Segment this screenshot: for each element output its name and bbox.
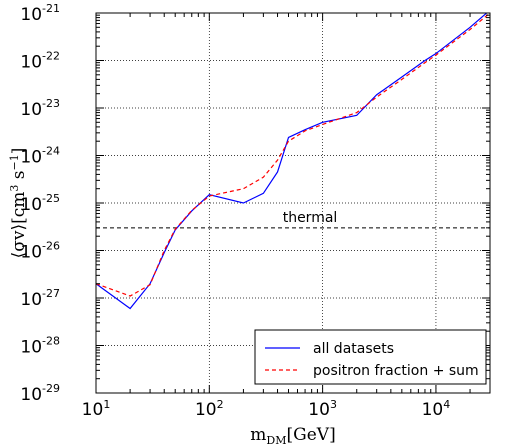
x-axis-label: mDM[GeV] [250, 425, 335, 447]
y-axis-label-unit-b: s [9, 170, 29, 184]
x-tick-exponent: 2 [217, 398, 224, 411]
y-tick-base: 10 [20, 100, 42, 120]
y-tick-label: 10-28 [20, 335, 60, 358]
legend: all datasets positron fraction + sum [254, 329, 487, 385]
grid [96, 13, 490, 393]
y-tick-base: 10 [20, 290, 42, 310]
x-tick-label: 104 [422, 398, 451, 420]
series-line-0 [96, 13, 488, 310]
x-tick-label: 103 [308, 398, 337, 420]
series-layer [96, 13, 490, 310]
y-tick-base: 10 [20, 53, 42, 73]
x-axis-label-unit: [GeV] [287, 425, 336, 445]
x-tick-exponent: 3 [330, 398, 337, 411]
y-tick-exponent: -25 [42, 192, 60, 205]
y-tick-base: 10 [20, 148, 42, 168]
y-axis-label-unit-a: [cm [9, 192, 29, 224]
y-tick-label: 10-23 [20, 97, 60, 120]
y-tick-exponent: -24 [42, 145, 60, 158]
y-tick-label: 10-25 [20, 192, 60, 215]
y-tick-label: 10-27 [20, 287, 60, 310]
thermal-label: thermal [283, 210, 338, 226]
x-tick-base: 10 [422, 400, 444, 420]
x-axis-label-main: m [250, 425, 266, 445]
annotations: thermal [96, 210, 490, 229]
y-tick-exponent: -29 [42, 382, 60, 395]
y-tick-base: 10 [20, 385, 42, 405]
y-tick-exponent: -26 [42, 240, 60, 253]
x-tick-label: 101 [82, 398, 111, 420]
y-tick-base: 10 [20, 338, 42, 358]
x-tick-base: 10 [308, 400, 330, 420]
legend-label-all-datasets: all datasets [313, 341, 394, 357]
x-tick-base: 10 [195, 400, 217, 420]
y-tick-base: 10 [20, 5, 42, 25]
y-axis-label-exp-b: −1 [8, 154, 21, 170]
y-axis-label: ⟨σv⟩[cm3 s−1] [8, 148, 29, 259]
y-tick-exponent: -27 [42, 287, 60, 300]
y-tick-label: 10-26 [20, 240, 60, 263]
x-axis-label-sub: DM [266, 434, 286, 447]
y-tick-base: 10 [20, 243, 42, 263]
x-tick-label: 102 [195, 398, 224, 420]
y-axis-label-close: ] [9, 148, 29, 155]
y-tick-exponent: -23 [42, 97, 60, 110]
y-tick-label: 10-24 [20, 145, 60, 168]
y-tick-exponent: -28 [42, 335, 60, 348]
legend-box [254, 329, 487, 385]
ticks [95, 12, 490, 394]
y-tick-label: 10-22 [20, 50, 60, 73]
tick-labels: 101 102 103 10410-2910-2810-2710-2610-2510-… [20, 2, 450, 420]
series-line-1 [96, 13, 490, 297]
y-tick-exponent: -21 [42, 2, 60, 15]
y-axis-label-exp-a: 3 [8, 185, 21, 192]
y-tick-exponent: -22 [42, 50, 60, 63]
legend-label-positron-fraction-sum: positron fraction + sum [313, 363, 479, 379]
y-axis-label-sigmav: ⟨σv⟩ [9, 224, 29, 258]
x-tick-base: 10 [82, 400, 104, 420]
x-tick-exponent: 4 [443, 398, 450, 411]
y-tick-label: 10-21 [20, 2, 60, 25]
x-tick-exponent: 1 [103, 398, 110, 411]
y-tick-label: 10-29 [20, 382, 60, 405]
y-tick-base: 10 [20, 195, 42, 215]
